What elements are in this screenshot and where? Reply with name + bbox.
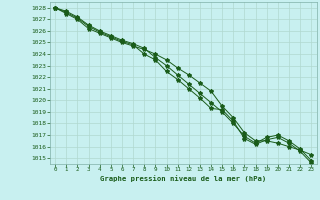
X-axis label: Graphe pression niveau de la mer (hPa): Graphe pression niveau de la mer (hPa) xyxy=(100,175,266,182)
